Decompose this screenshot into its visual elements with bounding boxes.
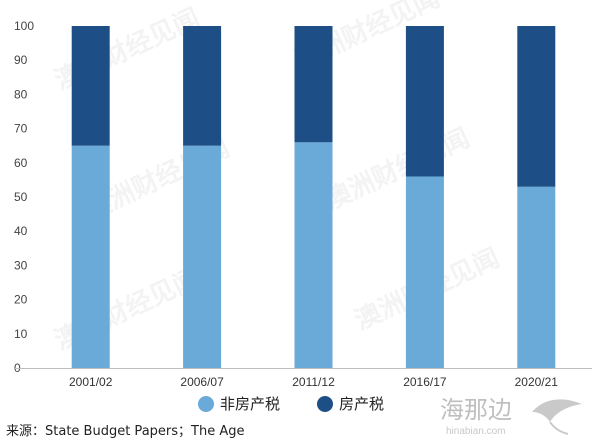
- y-tick-label: 80: [14, 87, 28, 101]
- y-tick-label: 70: [14, 122, 28, 136]
- hinabian-logo: 海那边 hinabian.com: [440, 396, 582, 437]
- x-axis-labels: 2001/02 2006/07 2011/12 2016/17 2020/21: [69, 375, 558, 389]
- bar-2020/21-property-tax: [517, 26, 556, 187]
- source-note: 来源：State Budget Papers；The Age: [6, 424, 245, 439]
- logo-text: 海那边: [440, 396, 512, 424]
- bar-2001/02-non-property-tax: [71, 145, 110, 368]
- bar-2006/07-non-property-tax: [183, 145, 222, 368]
- x-tick-label: 2020/21: [515, 375, 559, 389]
- bar-2006/07-property-tax: [183, 26, 222, 146]
- bar-2016/17-non-property-tax: [405, 176, 444, 368]
- y-tick-label: 40: [14, 224, 28, 238]
- legend: 非房产税 房产税: [198, 395, 384, 413]
- logo-subtext: hinabian.com: [446, 426, 505, 437]
- legend-swatch: [198, 396, 214, 412]
- bird-icon: [532, 399, 582, 422]
- y-tick-label: 20: [14, 293, 28, 307]
- y-tick-label: 10: [14, 327, 28, 341]
- x-tick-label: 2016/17: [403, 375, 447, 389]
- y-tick-label: 90: [14, 53, 28, 67]
- x-tick-label: 2001/02: [69, 375, 113, 389]
- y-tick-label: 60: [14, 156, 28, 170]
- watermark-text: 澳洲财经见闻: [320, 122, 474, 216]
- y-tick-label: 50: [14, 190, 28, 204]
- x-tick-label: 2011/12: [292, 375, 335, 389]
- bar-2011/12-property-tax: [294, 26, 333, 143]
- bar-2011/12-non-property-tax: [294, 142, 333, 368]
- bar-2020/21-non-property-tax: [517, 186, 556, 368]
- bars-group: [71, 26, 556, 368]
- legend-label: 房产税: [339, 395, 384, 413]
- y-tick-label: 100: [14, 19, 34, 33]
- legend-swatch: [317, 396, 333, 412]
- y-tick-label: 30: [14, 258, 28, 272]
- bar-2016/17-property-tax: [405, 26, 444, 177]
- x-tick-label: 2006/07: [180, 375, 224, 389]
- y-axis-ticks: 0102030405060708090100: [14, 19, 34, 375]
- bar-2001/02-property-tax: [71, 26, 110, 146]
- legend-label: 非房产税: [220, 395, 280, 413]
- bird-tail-icon: [549, 421, 569, 435]
